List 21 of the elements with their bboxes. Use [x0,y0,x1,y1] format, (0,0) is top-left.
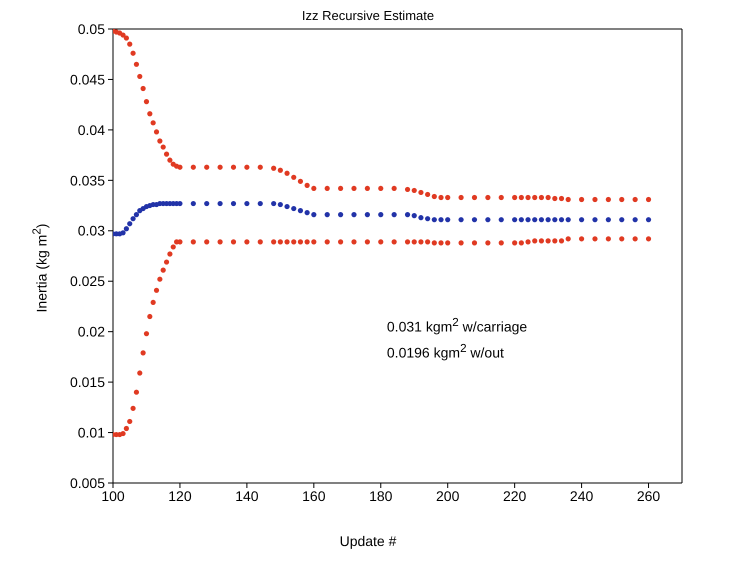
x-tick-label: 180 [369,488,393,504]
x-tick-label: 220 [502,488,527,504]
chart-title: Izz Recursive Estimate [302,8,434,23]
x-tick-label: 260 [636,488,660,504]
y-tick-label: 0.01 [78,424,106,441]
y-tick-label: 0.04 [78,122,106,138]
x-tick-label: 120 [168,488,192,504]
x-axis-title: Update # [338,533,398,549]
y-tick-label: 0.025 [70,273,106,290]
y-tick-label: 0.05 [78,20,106,37]
annotation: 0.0196 kgm$^{2}$ w/out [386,342,504,361]
x-tick-label: 160 [302,488,326,504]
x-tick-label: 140 [235,488,259,504]
annotation: 0.031 kgm$^{2}$ w/carriage [386,316,528,335]
y-tick-label: 0.035 [70,172,106,188]
x-tick-label: 240 [570,488,594,504]
x-tick-label: 200 [436,488,460,504]
y-tick-label: 0.02 [78,324,106,340]
y-tick-label: 0.015 [70,374,106,390]
y-tick-label: 0.045 [70,71,106,88]
y-tick-label: 0.03 [78,222,106,239]
